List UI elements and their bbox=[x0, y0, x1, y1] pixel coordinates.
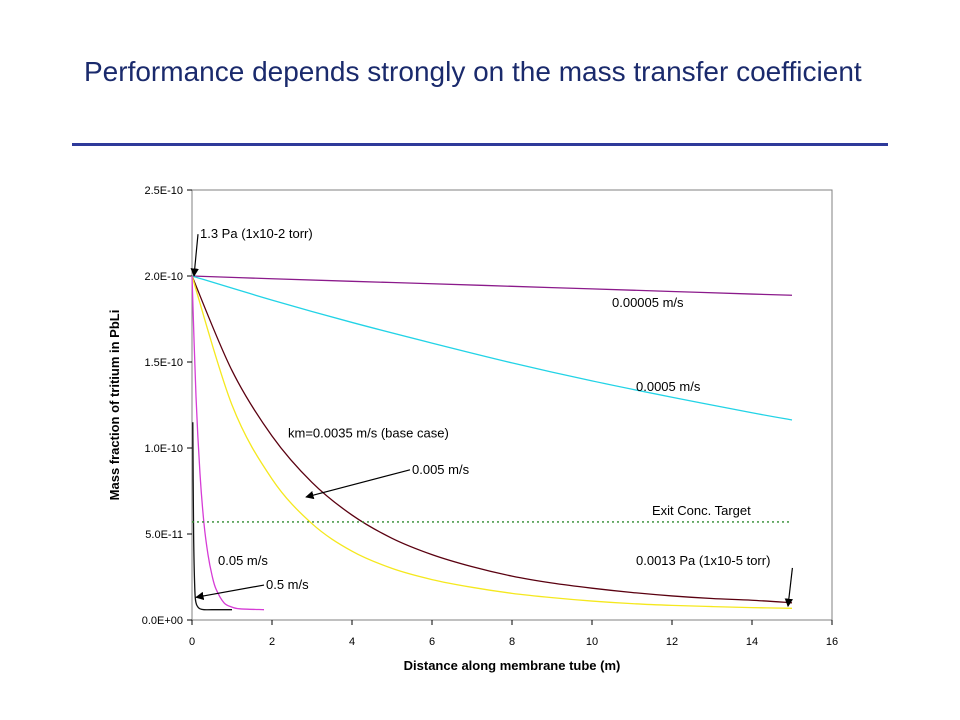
annotation-arrow bbox=[190, 234, 199, 277]
y-tick-label: 2.5E-10 bbox=[144, 185, 183, 197]
x-tick-label: 2 bbox=[269, 636, 275, 648]
annotation-label: 0.5 m/s bbox=[266, 577, 309, 592]
series-line-0-005-m-s bbox=[191, 275, 793, 609]
annotation-label: 0.00005 m/s bbox=[612, 295, 684, 310]
x-tick-label: 4 bbox=[349, 636, 355, 648]
x-tick-label: 6 bbox=[429, 636, 435, 648]
annotation-label: 0.05 m/s bbox=[218, 553, 268, 568]
annotation-label: 0.0005 m/s bbox=[636, 379, 701, 394]
annotation-label: 0.005 m/s bbox=[412, 462, 470, 477]
annotation-label: Exit Conc. Target bbox=[652, 503, 751, 518]
x-tick-label: 8 bbox=[509, 636, 515, 648]
annotation-label: 0.0013 Pa (1x10-5 torr) bbox=[636, 553, 770, 568]
x-tick-label: 16 bbox=[826, 636, 838, 648]
annotation-arrow bbox=[784, 567, 794, 608]
series-line-km-0-0035-m-s-base-case bbox=[191, 275, 793, 604]
annotation-arrow bbox=[195, 584, 265, 601]
y-tick-label: 2.0E-10 bbox=[144, 271, 183, 283]
slide-title: Performance depends strongly on the mass… bbox=[84, 56, 862, 87]
y-tick-label: 5.0E-11 bbox=[145, 529, 183, 541]
annotation-arrow bbox=[305, 469, 411, 500]
y-tick-label: 0.0E+00 bbox=[142, 615, 183, 627]
annotation-label: 1.3 Pa (1x10-2 torr) bbox=[200, 226, 313, 241]
y-tick-label: 1.0E-10 bbox=[144, 443, 183, 455]
annotation-label: km=0.0035 m/s (base case) bbox=[288, 426, 449, 441]
series-line-0-05-m-s bbox=[191, 275, 265, 611]
series-line-0-5-m-s bbox=[192, 422, 232, 611]
series-line-0-0005-m-s bbox=[191, 275, 793, 421]
x-tick-label: 14 bbox=[746, 636, 758, 648]
x-tick-label: 10 bbox=[586, 636, 598, 648]
series-line-0-00005-m-s bbox=[191, 275, 793, 296]
x-tick-label: 0 bbox=[189, 636, 195, 648]
title-divider bbox=[72, 143, 888, 146]
y-axis-title: Mass fraction of tritium in PbLi bbox=[107, 310, 122, 501]
y-tick-label: 1.5E-10 bbox=[144, 357, 183, 369]
x-axis-title: Distance along membrane tube (m) bbox=[404, 658, 621, 673]
x-tick-label: 12 bbox=[666, 636, 678, 648]
